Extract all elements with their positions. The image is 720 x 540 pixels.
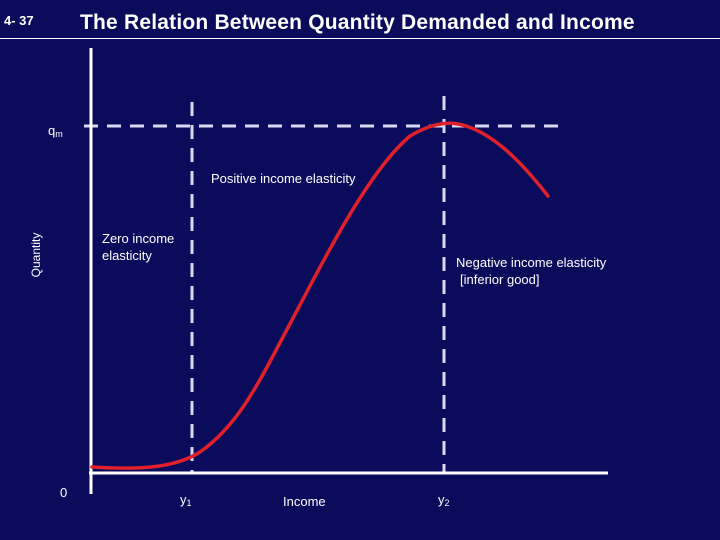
y-axis-label: Quantity — [29, 232, 43, 278]
positive-elasticity-label: Positive income elasticity — [211, 171, 356, 186]
slide-number: 4- 37 — [4, 13, 34, 28]
qm-label: qm — [48, 123, 63, 139]
zero-elasticity-label: Zero income elasticity — [102, 231, 175, 263]
origin-label: 0 — [60, 485, 68, 500]
x-axis-label: Income — [283, 494, 326, 509]
title-bar: 4- 37 The Relation Between Quantity Dema… — [0, 0, 720, 39]
y2-label: y2 — [438, 492, 450, 508]
y1-label: y1 — [180, 492, 192, 508]
slide-title: The Relation Between Quantity Demanded a… — [80, 11, 635, 34]
engel-curve — [90, 121, 550, 470]
negative-elasticity-label: Negative income elasticity [inferior goo… — [456, 255, 607, 287]
